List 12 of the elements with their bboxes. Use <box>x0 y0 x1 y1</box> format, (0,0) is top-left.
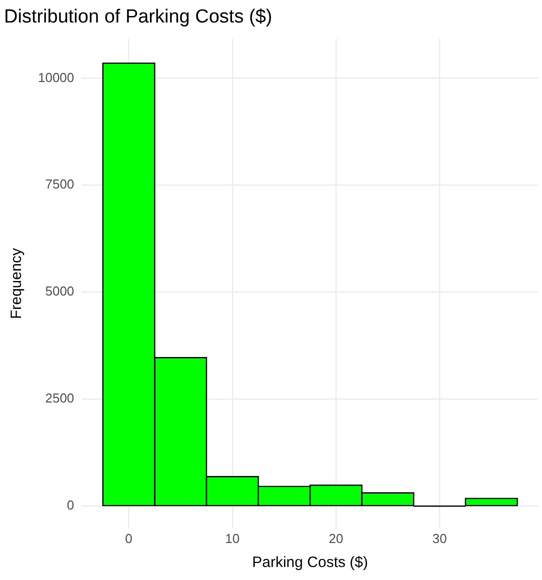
x-tick-label: 10 <box>225 530 240 546</box>
y-tick-label: 5000 <box>45 284 74 299</box>
chart-title: Distribution of Parking Costs ($) <box>4 6 272 28</box>
y-tick-label: 2500 <box>45 390 74 406</box>
y-axis-title: Frequency <box>8 248 26 320</box>
x-tick-label: 20 <box>328 530 344 546</box>
x-tick-label: 30 <box>432 530 447 546</box>
y-tick-label: 0 <box>66 498 74 513</box>
x-tick-label: 0 <box>125 530 132 546</box>
y-tick-label: 10000 <box>38 70 74 85</box>
y-tick-label: 7500 <box>45 176 74 192</box>
x-axis-title: Parking Costs ($) <box>252 554 368 572</box>
